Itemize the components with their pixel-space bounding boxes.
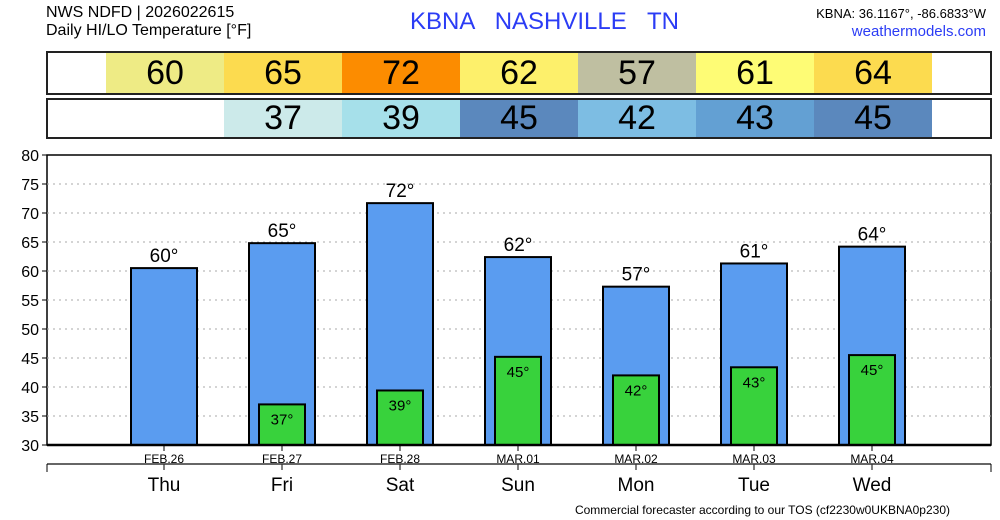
high-bar (130, 267, 198, 446)
y-tick-label: 75 (21, 177, 39, 194)
y-tick-label: 60 (21, 264, 39, 281)
high-label: 62° (504, 235, 533, 256)
low-cell: 43 (696, 99, 814, 137)
variable-title: Daily HI/LO Temperature [°F] (46, 22, 252, 39)
high-label: 57° (622, 265, 651, 286)
y-tick-label: 80 (21, 148, 39, 165)
date-label: FEB.27 (262, 452, 302, 466)
low-label: 43° (743, 374, 766, 391)
low-label: 45° (507, 364, 530, 381)
day-label: Sun (501, 475, 535, 496)
site-link[interactable]: weathermodels.com (851, 23, 986, 40)
day-label: Fri (271, 475, 293, 496)
high-cell: 62 (460, 53, 578, 93)
product-title: NWS NDFD | 2026022615 (46, 4, 235, 21)
high-label: 64° (858, 225, 887, 246)
station-coords: KBNA: 36.1167°, -86.6833°W (816, 6, 986, 21)
low-bar (730, 366, 778, 446)
high-label: 72° (386, 181, 415, 202)
low-bar (258, 403, 306, 446)
high-label: 61° (740, 241, 769, 262)
day-label: Wed (853, 475, 892, 496)
day-label: Mon (618, 475, 655, 496)
low-cell: 42 (578, 99, 696, 137)
high-cell: 72 (342, 53, 460, 93)
date-label: FEB.28 (380, 452, 420, 466)
y-tick-label: 45 (21, 351, 39, 368)
y-tick-label: 35 (21, 409, 39, 426)
low-cell: 37 (224, 99, 342, 137)
high-cell: 64 (814, 53, 932, 93)
high-temp-row: 60 65 72 62 57 61 64 (46, 51, 992, 95)
date-label: MAR.04 (850, 452, 894, 466)
y-tick-label: 70 (21, 206, 39, 223)
day-label: Thu (148, 475, 181, 496)
high-cell: 65 (224, 53, 342, 93)
low-cell: 39 (342, 99, 460, 137)
y-tick-label: 40 (21, 380, 39, 397)
low-cell (106, 100, 224, 137)
low-label: 42° (625, 382, 648, 399)
y-tick-label: 50 (21, 322, 39, 339)
y-tick-label: 55 (21, 293, 39, 310)
date-label: MAR.02 (614, 452, 658, 466)
station-title: KBNA NASHVILLE TN (410, 8, 679, 35)
day-label: Sat (386, 475, 415, 496)
low-temp-row: 37 39 45 42 43 45 (46, 98, 992, 139)
high-label: 60° (150, 246, 179, 267)
date-label: MAR.03 (732, 452, 776, 466)
day-label: Tue (738, 475, 770, 496)
y-tick-label: 65 (21, 235, 39, 252)
low-cell: 45 (814, 99, 932, 137)
low-label: 39° (389, 397, 412, 414)
low-bar (612, 374, 660, 446)
date-label: MAR.01 (496, 452, 540, 466)
high-cell: 60 (106, 53, 224, 93)
footer-note: Commercial forecaster according to our T… (574, 503, 950, 517)
high-cell: 57 (578, 53, 696, 93)
high-label: 65° (268, 221, 297, 242)
low-bar (848, 354, 896, 447)
date-label: FEB.26 (144, 452, 184, 466)
low-label: 45° (861, 362, 884, 379)
y-tick-label: 30 (21, 438, 39, 455)
high-cell: 61 (696, 53, 814, 93)
low-label: 37° (271, 411, 294, 428)
low-cell: 45 (460, 99, 578, 137)
